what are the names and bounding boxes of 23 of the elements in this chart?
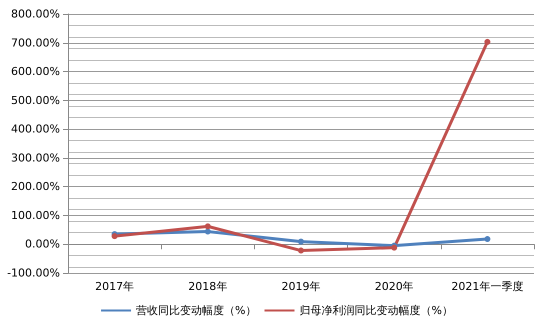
y-tick-label: 200.00% <box>11 180 60 194</box>
x-tick-label: 2019年 <box>282 280 320 293</box>
y-tick-label: 400.00% <box>11 122 60 136</box>
y-tick-label: -100.00% <box>7 266 60 280</box>
y-tick-label: 500.00% <box>11 94 60 107</box>
y-tick-label: 700.00% <box>11 36 60 50</box>
legend-label: 营收同比变动幅度（%） <box>136 304 256 317</box>
point <box>484 236 490 242</box>
point <box>204 223 211 230</box>
y-tick-label: 0.00% <box>25 238 60 251</box>
y-tick-label: 800.00% <box>11 8 60 20</box>
x-tick-label: 2018年 <box>188 280 228 293</box>
y-tick-label: 300.00% <box>11 151 60 164</box>
point <box>204 228 211 235</box>
y-tick-label: 600.00% <box>11 65 60 78</box>
legend-label: 归母净利润同比变动幅度（%） <box>300 304 453 317</box>
point <box>484 38 490 45</box>
point <box>298 248 304 254</box>
x-tick-label: 2020年 <box>374 280 414 293</box>
x-tick-label: 2017年 <box>95 280 134 293</box>
y-tick-label: 100.00% <box>11 208 60 222</box>
point <box>298 238 304 245</box>
x-tick-label: 2021年一季度 <box>451 280 524 293</box>
